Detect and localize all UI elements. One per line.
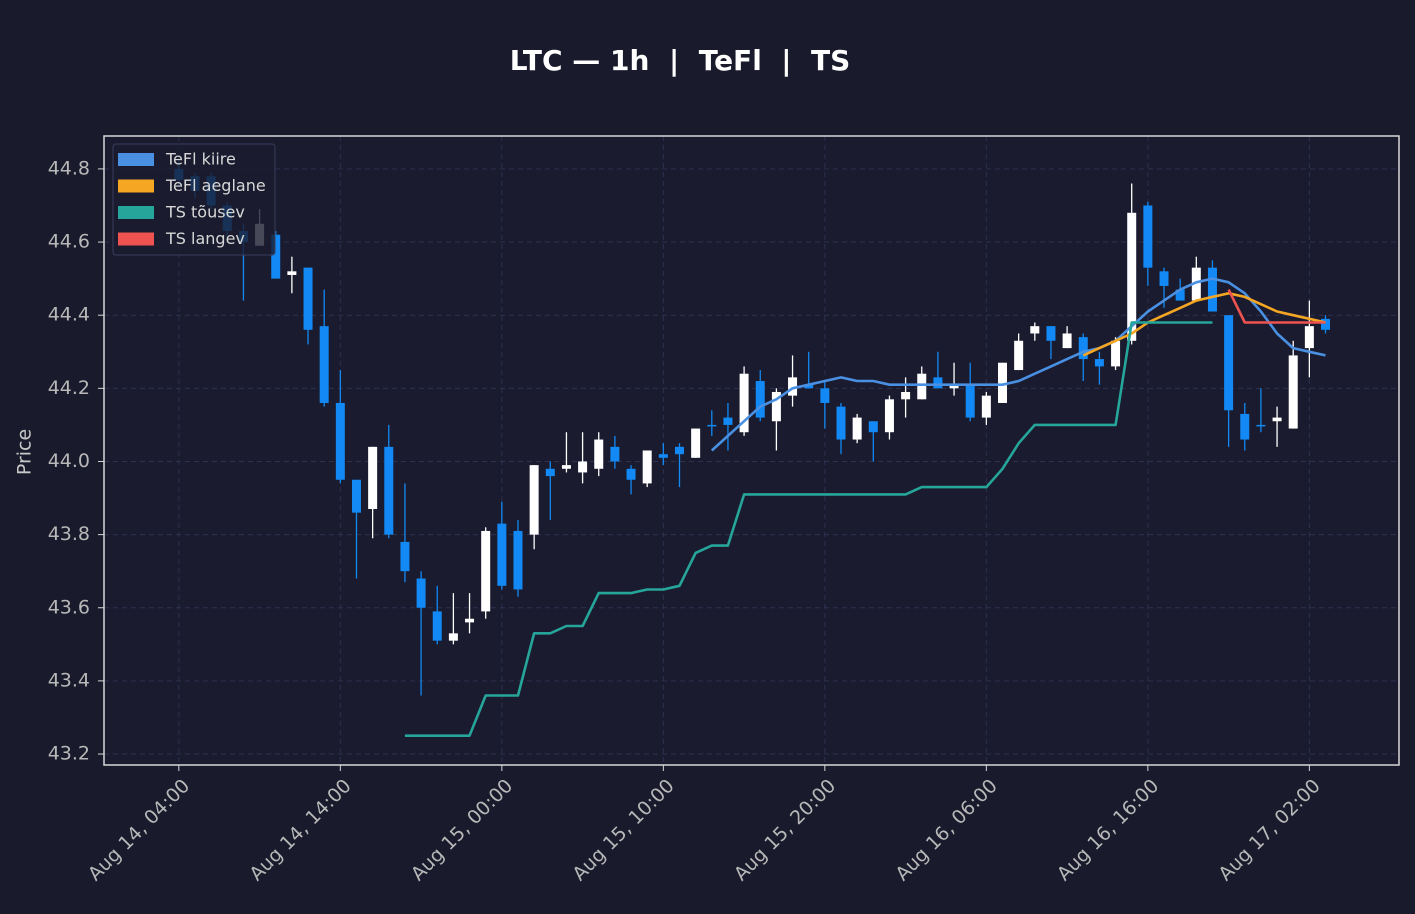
candle-body	[1288, 355, 1298, 429]
candle-body	[448, 633, 458, 641]
candle-body	[949, 384, 959, 389]
candle-body	[788, 377, 798, 396]
candle-body	[335, 402, 345, 480]
candle-body	[497, 523, 507, 586]
candle-body	[1030, 326, 1040, 334]
candle-body	[691, 428, 701, 458]
candle-body	[1272, 417, 1282, 422]
candle-body	[1224, 315, 1234, 411]
candle-body	[1127, 212, 1137, 341]
y-tick-label: 44.8	[48, 157, 90, 179]
candle-body	[351, 479, 361, 513]
candle-body	[384, 446, 394, 535]
legend-swatch	[118, 179, 154, 193]
candle-body	[1094, 359, 1104, 367]
candle-body	[1143, 205, 1153, 268]
candle-body	[1304, 326, 1314, 349]
candle-body	[287, 271, 297, 275]
candle-body	[400, 541, 410, 572]
y-axis-label: Price	[14, 429, 36, 475]
legend-swatch	[118, 232, 154, 246]
candle-body	[481, 530, 491, 612]
candle-body	[868, 421, 878, 433]
candle-body	[432, 611, 442, 641]
y-tick-label: 43.2	[48, 743, 90, 765]
legend-swatch	[118, 206, 154, 219]
y-tick-label: 43.4	[48, 669, 90, 691]
indicator-line	[710, 277, 1326, 452]
candle-body	[884, 399, 894, 433]
candle-body	[739, 373, 749, 433]
legend-swatch	[118, 153, 154, 166]
candle-body	[319, 326, 329, 403]
y-tick-label: 44.0	[48, 450, 90, 472]
candle-body	[998, 362, 1008, 403]
legend-label: TeFl kiire	[165, 150, 236, 169]
indicator-line	[1227, 289, 1326, 324]
candle-body	[674, 446, 684, 455]
indicator-line	[404, 321, 1213, 737]
candle-body	[933, 377, 943, 389]
candle-body	[642, 450, 652, 484]
candle-body	[368, 446, 378, 510]
plot-area	[104, 136, 1399, 765]
candle-body	[465, 618, 475, 623]
y-tick-label: 44.2	[48, 377, 90, 399]
candle-body	[1078, 337, 1088, 360]
candle-body	[755, 381, 765, 418]
candle-body	[1062, 333, 1072, 349]
y-tick-label: 44.6	[48, 231, 90, 253]
y-tick-label: 43.8	[48, 523, 90, 545]
candle-body	[917, 373, 927, 400]
indicator-line	[1082, 292, 1326, 357]
candle-body	[1321, 318, 1331, 330]
candle-body	[561, 465, 571, 469]
candle-body	[658, 454, 668, 458]
candle-body	[771, 391, 781, 422]
candle-body	[1111, 340, 1121, 367]
candle-body	[303, 267, 313, 330]
candle-body	[610, 446, 620, 462]
candle-body	[1240, 413, 1250, 440]
candle-body	[1191, 267, 1201, 301]
legend-label: TS langev	[165, 229, 245, 248]
candle-body	[271, 234, 281, 279]
candle-body	[1046, 326, 1056, 341]
candle-body	[1207, 267, 1217, 312]
candle-body	[1256, 424, 1266, 427]
candle-body	[804, 384, 814, 389]
candle-body	[1175, 289, 1185, 301]
candle-body	[578, 461, 588, 473]
legend-box	[112, 143, 276, 256]
candle-body	[965, 384, 975, 418]
candle-body	[820, 388, 830, 403]
legend-label: TS tõusev	[165, 203, 245, 222]
candle-body	[513, 530, 523, 590]
candle-body	[852, 417, 862, 440]
candle-body	[1159, 271, 1169, 286]
legend-label: TeFl aeglane	[165, 176, 266, 195]
candle-body	[626, 468, 636, 480]
candle-body	[723, 417, 733, 425]
candle-body	[836, 406, 846, 440]
candle-body	[594, 439, 604, 469]
candle-body	[981, 395, 991, 418]
y-tick-label: 44.4	[48, 304, 90, 326]
candle-body	[901, 391, 911, 400]
candle-body	[416, 578, 426, 608]
candle-body	[545, 468, 555, 477]
plot-border	[103, 135, 1400, 766]
candle-body	[1014, 340, 1024, 371]
chart-title: LTC — 1h | TeFl | TS	[510, 44, 851, 77]
candle-body	[707, 424, 717, 427]
y-tick-label: 43.6	[48, 596, 90, 618]
candle-body	[529, 465, 539, 535]
